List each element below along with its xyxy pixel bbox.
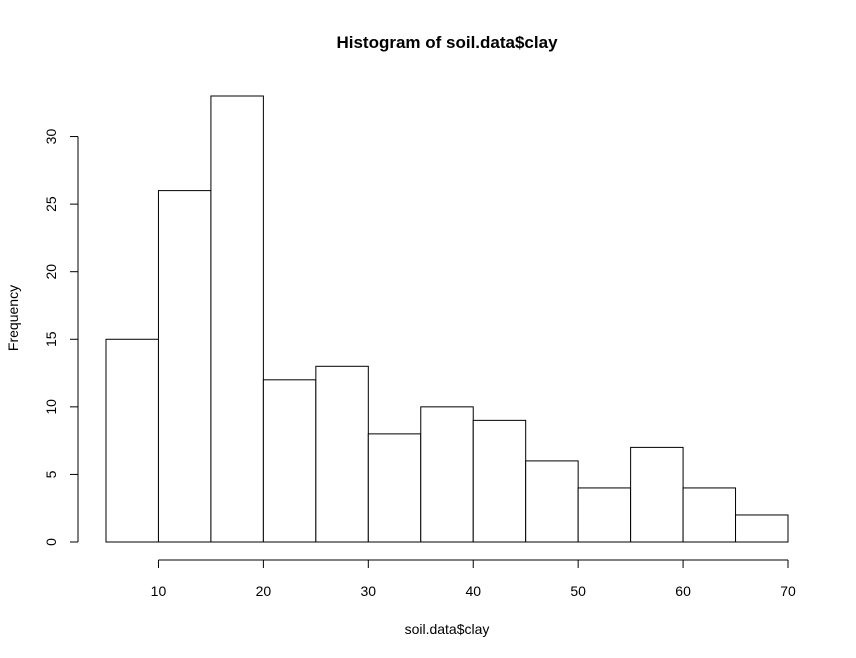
histogram-bar [420, 406, 474, 543]
y-tick-label: 30 [43, 129, 59, 145]
histogram-bar [157, 190, 212, 543]
histogram-bar [105, 338, 159, 543]
y-axis: 0 5 10 15 20 25 30 [43, 129, 79, 546]
histogram-bar [630, 446, 684, 543]
histogram-bar [735, 514, 789, 543]
bars-group [105, 95, 789, 543]
histogram-bar [210, 95, 264, 543]
x-tick-label: 10 [151, 583, 167, 599]
y-tick-label: 15 [43, 331, 59, 347]
y-tick-label: 25 [43, 196, 59, 212]
x-tick-label: 50 [570, 583, 586, 599]
y-tick-label: 5 [43, 470, 59, 478]
y-axis-label: Frequency [5, 285, 21, 351]
histogram-bar [472, 419, 527, 543]
y-tick-label: 10 [43, 399, 59, 415]
x-axis-label: soil.data$clay [405, 621, 490, 637]
x-tick-label: 60 [675, 583, 691, 599]
histogram-bar [367, 433, 422, 543]
histogram-bar [262, 379, 317, 543]
y-tick-label: 20 [43, 264, 59, 280]
histogram-bar [682, 487, 737, 543]
histogram-bar [577, 487, 632, 543]
x-tick-label: 30 [361, 583, 377, 599]
chart-title: Histogram of soil.data$clay [336, 33, 558, 52]
histogram-bar [525, 460, 579, 543]
histogram-bar [315, 365, 369, 543]
y-tick-label: 0 [43, 538, 59, 546]
x-axis: 10 20 30 40 50 60 70 [151, 559, 796, 599]
x-tick-label: 20 [256, 583, 272, 599]
x-tick-label: 70 [780, 583, 796, 599]
x-tick-label: 40 [465, 583, 481, 599]
